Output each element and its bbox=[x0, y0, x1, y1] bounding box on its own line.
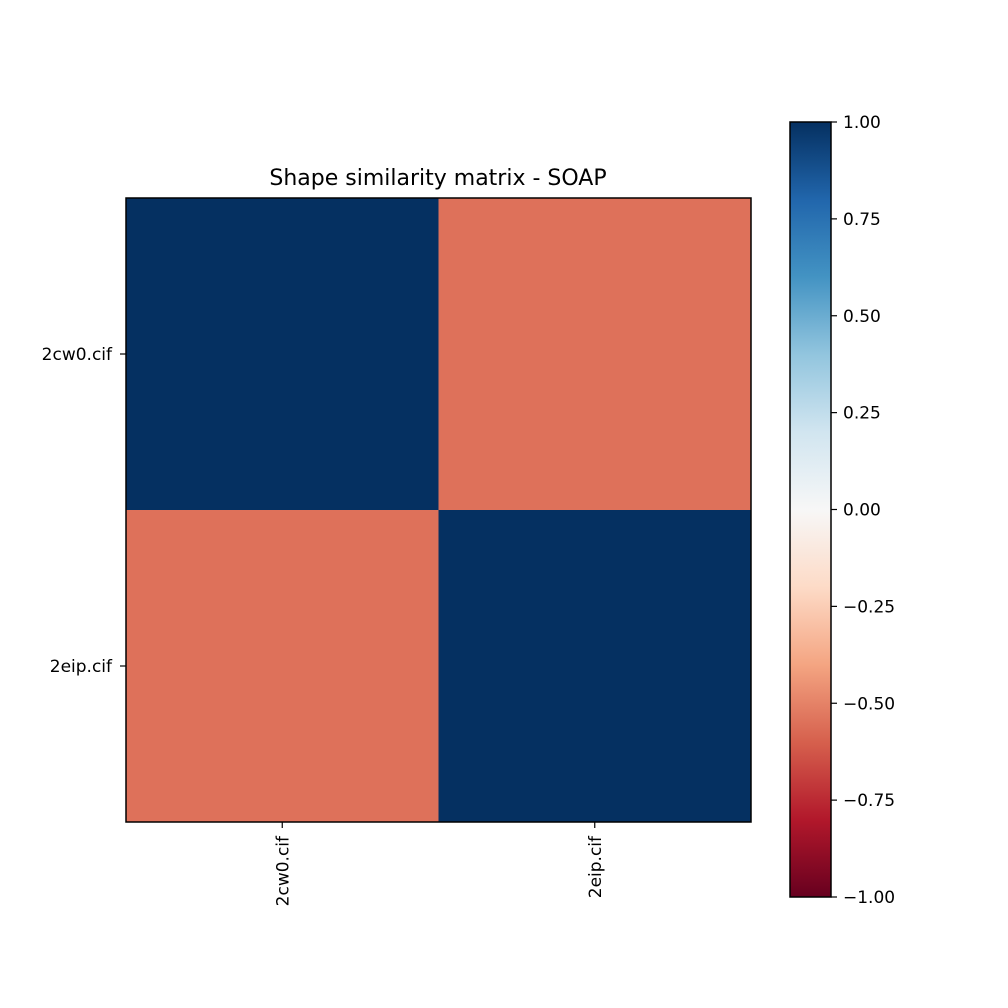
y-tick-label: 2cw0.cif bbox=[42, 345, 113, 365]
x-tick-label: 2cw0.cif bbox=[273, 835, 293, 906]
colorbar bbox=[789, 121, 832, 898]
colorbar-tick-label: 0.75 bbox=[843, 210, 881, 230]
heatmap-cell bbox=[126, 198, 439, 511]
x-axis: 2cw0.cif 2eip.cif bbox=[273, 822, 606, 906]
colorbar-tick-label: 0.25 bbox=[843, 404, 881, 424]
x-tick-label: 2eip.cif bbox=[586, 835, 606, 898]
heatmap-cell bbox=[438, 198, 752, 511]
colorbar-tick-label: −0.75 bbox=[843, 791, 895, 811]
plot-frame bbox=[125, 197, 752, 823]
colorbar-tick-label: −0.50 bbox=[843, 694, 895, 714]
colorbar-tick-label: −0.25 bbox=[843, 597, 895, 617]
heatmap-cell bbox=[126, 510, 439, 823]
colorbar-tick-label: 0.50 bbox=[843, 307, 881, 327]
colorbar-tick-label: 1.00 bbox=[843, 113, 881, 133]
colorbar-axis: 1.00 0.75 0.50 0.25 0.00 −0.25 −0.50 −0.75 −1.00 bbox=[831, 113, 895, 908]
y-axis: 2cw0.cif 2eip.cif bbox=[42, 345, 126, 677]
chart-title: Shape similarity matrix - SOAP bbox=[269, 166, 606, 191]
heatmap-cell bbox=[438, 510, 752, 823]
colorbar-tick-label: 0.00 bbox=[843, 501, 881, 521]
y-tick-label: 2eip.cif bbox=[50, 657, 113, 677]
colorbar-tick-label: −1.00 bbox=[843, 888, 895, 908]
heatmap-cells bbox=[126, 198, 752, 823]
